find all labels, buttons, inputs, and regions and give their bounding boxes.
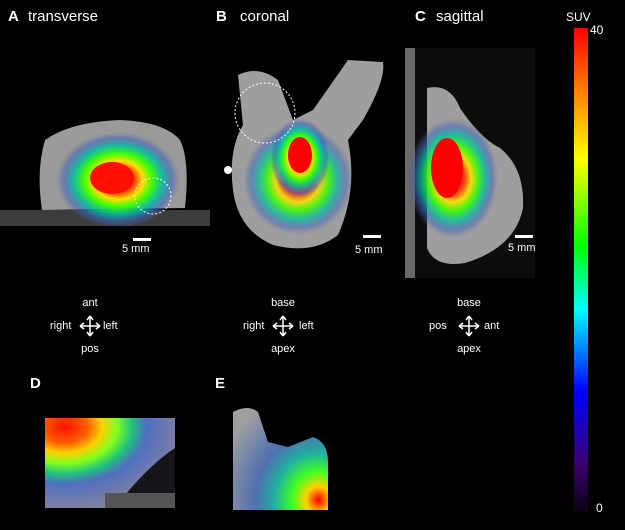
orient-left-b: right <box>243 320 265 332</box>
orientation-a: ant right left pos <box>50 297 130 357</box>
panel-letter-a: A <box>8 8 19 25</box>
four-way-arrow-icon <box>458 315 480 337</box>
orient-left-c: pos <box>429 320 447 332</box>
transverse-image <box>0 120 210 228</box>
colorbar-label: SUV <box>566 10 591 24</box>
colorbar-min: 0 <box>596 501 603 515</box>
panel-title-b: coronal <box>240 8 290 25</box>
scale-bar-a <box>133 238 151 241</box>
orient-right-b: left <box>299 320 314 332</box>
panel-letter-e: E <box>215 375 226 392</box>
orient-bottom-a: pos <box>81 343 99 355</box>
panel-letter-d: D <box>30 375 41 392</box>
scale-bar-b <box>363 235 381 238</box>
roi-circle-a <box>134 177 172 215</box>
panel-title-c: sagittal <box>436 8 484 25</box>
four-way-arrow-icon <box>79 315 101 337</box>
zoom-image-d <box>45 418 175 508</box>
scale-bar-c <box>515 235 533 238</box>
sagittal-image <box>405 48 535 278</box>
scale-label-c: 5 mm <box>508 242 536 254</box>
orient-top-a: ant <box>82 297 98 309</box>
orient-top-c: base <box>457 297 481 309</box>
coronal-image <box>224 60 384 249</box>
panel-letter-c: C <box>415 8 426 25</box>
panel-title-a: transverse <box>28 8 99 25</box>
orient-bottom-c: apex <box>457 343 481 355</box>
orientation-b: base right left apex <box>243 297 323 357</box>
orient-left-a: right <box>50 320 72 332</box>
scale-label-b: 5 mm <box>355 244 383 256</box>
orient-bottom-b: apex <box>271 343 295 355</box>
orientation-c: base pos ant apex <box>429 297 509 357</box>
panel-letter-b: B <box>216 8 227 25</box>
zoom-image-e <box>233 408 328 510</box>
colorbar-max: 40 <box>590 23 604 37</box>
orient-top-b: base <box>271 297 295 309</box>
four-way-arrow-icon <box>272 315 294 337</box>
scale-label-a: 5 mm <box>122 243 150 255</box>
roi-circle-b <box>234 82 296 144</box>
orient-right-c: ant <box>484 320 500 332</box>
orient-right-a: left <box>103 320 118 332</box>
colorbar <box>574 28 588 512</box>
